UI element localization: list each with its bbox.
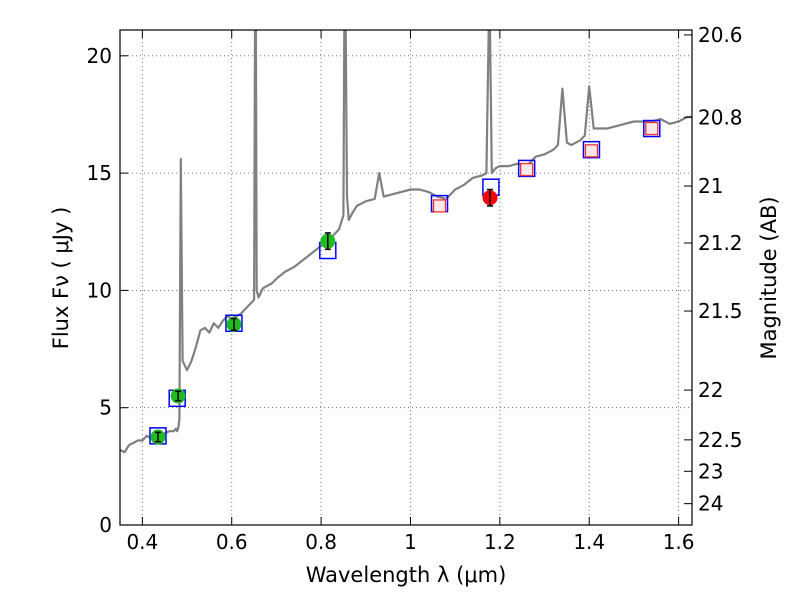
right-tick-label: 21.2 xyxy=(698,231,743,255)
y-tick-label: 15 xyxy=(87,161,112,185)
upper-limit-square xyxy=(432,199,447,213)
x-tick-label: 0.4 xyxy=(126,530,158,554)
right-tick-label: 22 xyxy=(698,378,723,402)
x-axis: 0.4 0.6 0.8 1 1.2 1.4 1.6 xyxy=(126,30,695,554)
y-axis-left: 0 5 10 15 20 xyxy=(87,44,128,537)
upper-limit-square xyxy=(645,121,659,136)
model-photometry-square xyxy=(643,119,661,138)
x-axis-label: Wavelength λ (μm) xyxy=(306,563,507,587)
model-photometry-square xyxy=(582,140,601,159)
y-tick-label: 0 xyxy=(99,513,112,537)
upper-limit-square xyxy=(584,144,599,158)
x-tick-label: 1 xyxy=(404,530,417,554)
plot-background xyxy=(120,30,692,525)
x-tick-label: 1.6 xyxy=(663,530,695,554)
model-photometry-square xyxy=(517,159,536,178)
right-tick-label: 20.6 xyxy=(698,23,743,47)
right-tick-label: 20.8 xyxy=(698,105,743,129)
upper-limit-square xyxy=(520,162,534,177)
right-tick-label: 22.5 xyxy=(698,428,743,452)
y-tick-label: 20 xyxy=(87,44,112,68)
right-tick-label: 24 xyxy=(698,492,723,516)
y-tick-label: 5 xyxy=(99,396,112,420)
plot-frame xyxy=(119,29,693,526)
x-tick-label: 1.2 xyxy=(484,530,516,554)
y-axis-right-label: Magnitude (AB) xyxy=(757,196,781,359)
right-tick-label: 21 xyxy=(698,174,723,198)
right-tick-label: 21.5 xyxy=(698,299,743,323)
x-tick-label: 1.4 xyxy=(573,530,605,554)
y-axis-right: 20.6 20.8 21 21.2 21.5 22 22.5 23 24 xyxy=(684,23,743,516)
right-tick-label: 23 xyxy=(698,459,723,483)
spectrum-line xyxy=(120,30,692,454)
y-axis-label: Flux Fν ( μJy ) xyxy=(49,207,73,350)
series-layer xyxy=(120,30,692,454)
x-tick-label: 0.8 xyxy=(305,530,337,554)
y-tick-label: 10 xyxy=(87,278,112,302)
x-tick-label: 0.6 xyxy=(216,530,248,554)
